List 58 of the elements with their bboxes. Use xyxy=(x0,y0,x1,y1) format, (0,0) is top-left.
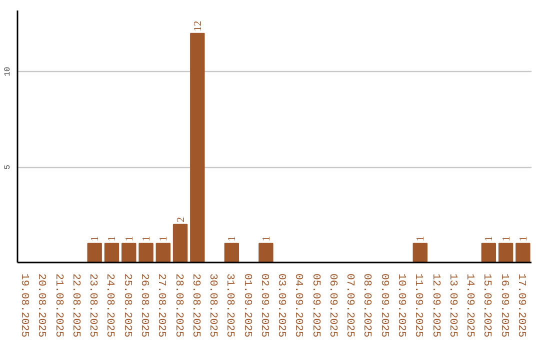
data-label: 1 xyxy=(124,236,136,242)
bar xyxy=(258,242,274,262)
bar xyxy=(498,242,514,262)
bar xyxy=(87,242,102,262)
x-tick-label: 03.09.2025 xyxy=(275,274,288,338)
x-tick-label: 28.08.2025 xyxy=(172,274,184,338)
x-tick-label: 12.09.2025 xyxy=(429,274,442,338)
x-tick-label: 27.08.2025 xyxy=(155,274,168,338)
x-tick-label: 30.08.2025 xyxy=(206,274,219,338)
x-tick-label: 09.09.2025 xyxy=(378,274,390,338)
x-tick-label: 29.08.2025 xyxy=(189,274,202,338)
bar xyxy=(190,32,205,262)
bar xyxy=(516,242,530,262)
x-tick-label: 05.09.2025 xyxy=(309,274,322,338)
x-tick-label: 20.08.2025 xyxy=(35,274,48,338)
x-tick-label: 04.09.2025 xyxy=(292,274,304,338)
bar xyxy=(138,242,154,262)
data-label: 2 xyxy=(176,216,187,222)
x-tick-label: 06.09.2025 xyxy=(326,274,338,338)
x-tick-label: 25.08.2025 xyxy=(120,274,133,338)
x-tick-label: 17.09.2025 xyxy=(514,274,527,338)
x-tick-label: 16.09.2025 xyxy=(498,274,510,338)
bar xyxy=(122,242,136,262)
x-tick-label: 08.09.2025 xyxy=(360,274,373,338)
bar xyxy=(104,242,120,262)
x-tick-label: 13.09.2025 xyxy=(446,274,458,338)
x-tick-label: 21.08.2025 xyxy=(52,274,64,338)
x-tick-label: 11.09.2025 xyxy=(412,274,424,338)
data-label: 1 xyxy=(501,236,512,242)
data-label: 1 xyxy=(158,236,170,242)
data-label: 1 xyxy=(142,236,152,242)
bar xyxy=(172,224,188,262)
bar xyxy=(156,242,170,262)
x-tick-label: 10.09.2025 xyxy=(395,274,407,338)
data-label: 1 xyxy=(484,236,496,242)
data-label: 1 xyxy=(90,236,102,242)
data-label: 1 xyxy=(416,236,427,242)
x-tick-label: 14.09.2025 xyxy=(464,274,476,338)
x-tick-label: 02.09.2025 xyxy=(258,274,270,338)
data-label: 12 xyxy=(192,20,204,32)
data-label: 1 xyxy=(227,236,238,242)
x-tick-label: 24.08.2025 xyxy=(104,274,116,338)
bar xyxy=(481,242,496,262)
data-label: 1 xyxy=(518,236,530,242)
bar xyxy=(224,242,240,262)
data-label: 1 xyxy=(261,236,272,242)
y-tick-label: 5 xyxy=(4,164,12,170)
x-tick-label: 01.09.2025 xyxy=(240,274,253,338)
x-tick-label: 07.09.2025 xyxy=(344,274,356,338)
y-tick-label: 10 xyxy=(4,66,12,76)
x-tick-label: 31.08.2025 xyxy=(224,274,236,338)
bar xyxy=(412,242,428,262)
x-tick-label: 15.09.2025 xyxy=(480,274,493,338)
data-label: 1 xyxy=(107,236,118,242)
x-tick-label: 22.08.2025 xyxy=(69,274,82,338)
x-tick-label: 23.08.2025 xyxy=(86,274,99,338)
x-tick-label: 26.08.2025 xyxy=(138,274,150,338)
x-tick-label: 19.08.2025 xyxy=(18,274,30,338)
